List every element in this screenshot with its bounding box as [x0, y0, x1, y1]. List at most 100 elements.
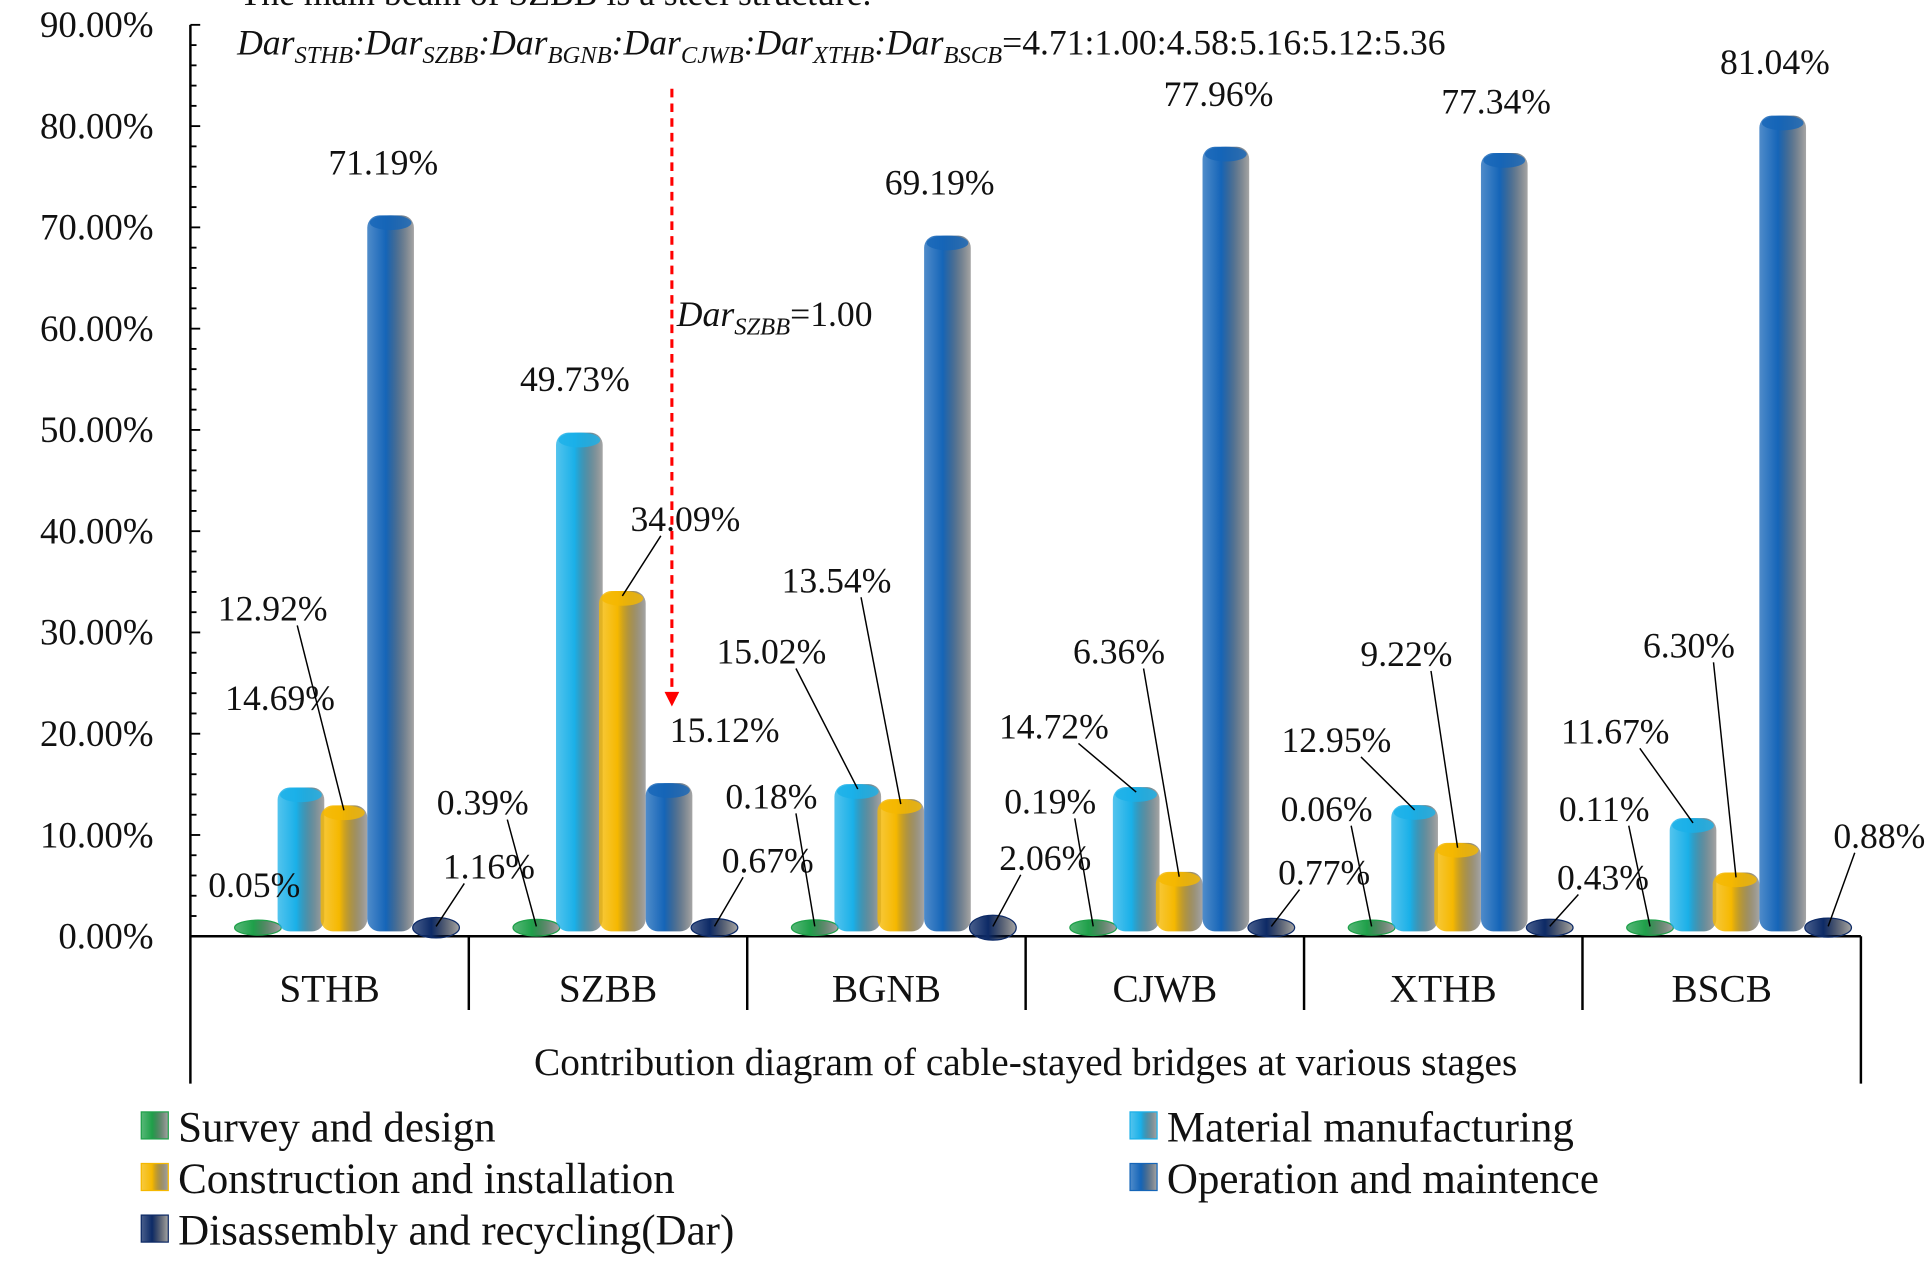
bar-cap: [1158, 871, 1201, 887]
bar-SZBB-2: [599, 591, 646, 932]
ratio-part: Dar: [236, 22, 295, 62]
leader-line: [621, 535, 662, 597]
legend-label: Material manufacturing: [1167, 1104, 1574, 1151]
data-label: 0.43%: [1557, 858, 1649, 898]
ratio-value: =4.71:1.00:4.58:5.16:5.12:5.36: [1002, 22, 1445, 62]
flat-bar: [1247, 917, 1296, 938]
bar: [320, 805, 368, 932]
ratio-part: BSCB: [943, 42, 1002, 69]
data-label: 77.96%: [1164, 74, 1274, 114]
ratio-part: :Dar: [353, 22, 422, 62]
legend: Survey and design Material manufacturing C…: [140, 1104, 1599, 1255]
chart-top-note: The main beam of SZBB is a steel structu…: [240, 0, 872, 13]
bar: [367, 215, 414, 932]
data-label: 14.69%: [225, 678, 335, 718]
ratio-part: SZBB: [422, 42, 478, 69]
bar-BSCB-0: [1626, 919, 1674, 936]
bar-STHB-4: [412, 916, 461, 939]
bar-BGNB-2: [877, 799, 925, 932]
bar-SZBB-1: [556, 432, 603, 932]
bar-cap: [601, 591, 644, 606]
x-tick-label: BGNB: [832, 966, 941, 1010]
data-label: 11.67%: [1561, 711, 1669, 751]
ratio-part: :Dar: [612, 22, 681, 62]
leader-line: [1074, 818, 1094, 927]
data-labels: 0.05% 14.69% 12.92% 71.19% 1.16% 0.39% 49.73% 3…: [208, 42, 1925, 927]
bar-cap: [1204, 146, 1247, 162]
legend-swatch: [1129, 1111, 1158, 1140]
legend-swatch: [140, 1162, 169, 1192]
bar-cap: [879, 799, 922, 814]
bar-BGNB-3: [924, 235, 971, 932]
data-label: 14.72%: [999, 706, 1109, 746]
bars: [233, 115, 1853, 941]
x-tick-label: SZBB: [559, 966, 657, 1010]
y-tick-label: 70.00%: [40, 207, 154, 248]
leader-line: [795, 813, 816, 927]
bar-cap: [1761, 115, 1804, 131]
bar-BSCB-2: [1712, 872, 1760, 932]
bar-cap: [926, 235, 969, 251]
data-label: 6.36%: [1073, 632, 1165, 672]
leader-line: [1639, 747, 1694, 824]
bar-cap: [1483, 153, 1526, 168]
flat-bar: [1626, 919, 1674, 936]
y-tick-label: 10.00%: [40, 814, 154, 855]
y-tick-label: 80.00%: [40, 105, 154, 146]
bar-XTHB-2: [1434, 842, 1481, 932]
data-label: 0.18%: [725, 777, 817, 817]
leader-line: [1549, 893, 1579, 927]
bar: [924, 235, 971, 932]
leader-line: [1712, 662, 1737, 878]
flat-bar: [1804, 917, 1853, 938]
bar: [556, 432, 603, 932]
ratio-part: STHB: [294, 42, 353, 69]
bar-SZBB-0: [512, 918, 561, 937]
bar-BGNB-1: [834, 784, 882, 932]
data-label: 71.19%: [328, 143, 438, 183]
x-tick-label: XTHB: [1390, 966, 1497, 1010]
y-tick-label: 30.00%: [40, 612, 154, 653]
bar-STHB-0: [233, 919, 282, 936]
flat-bar: [968, 914, 1017, 941]
bar: [1669, 818, 1717, 932]
leader-line: [713, 876, 744, 927]
leader-line: [1350, 825, 1373, 927]
dar-ratio-annotation: DarSTHB:DarSZBB:DarBGNB:DarCJWB:DarXTHB:…: [236, 22, 1446, 69]
bar-SZBB-4: [690, 918, 739, 938]
leader-line: [1827, 852, 1856, 927]
bar-CJWB-2: [1155, 871, 1203, 932]
bar-cap: [323, 805, 365, 821]
legend-label: Construction and installation: [178, 1156, 675, 1203]
bar: [1391, 805, 1438, 932]
data-label: 6.30%: [1643, 625, 1735, 665]
bar: [877, 799, 925, 932]
bar: [1112, 787, 1160, 932]
bar: [1202, 146, 1250, 932]
data-label: 0.06%: [1281, 789, 1373, 829]
bar-cap: [280, 787, 322, 803]
x-axis-title: Contribution diagram of cable-stayed bri…: [534, 1040, 1517, 1084]
x-tick-label: BSCB: [1671, 966, 1772, 1010]
data-label: 12.95%: [1282, 720, 1392, 760]
data-label: 34.09%: [631, 499, 741, 539]
data-label: 0.05%: [208, 865, 300, 905]
legend-swatch: [140, 1111, 169, 1140]
bar-CJWB-4: [1247, 917, 1296, 938]
y-tick-label: 0.00%: [58, 916, 153, 957]
bar-STHB-2: [320, 805, 368, 932]
bar-STHB-1: [277, 787, 325, 932]
bar: [1759, 115, 1807, 932]
bar-CJWB-3: [1202, 146, 1250, 932]
bar-cap: [558, 432, 601, 448]
leader-line: [860, 597, 902, 805]
ratio-part: :Dar: [478, 22, 547, 62]
legend-item: Survey and design: [140, 1104, 496, 1151]
leader-line: [1077, 742, 1137, 793]
y-tick-label: 50.00%: [40, 409, 154, 450]
data-label: 0.11%: [1559, 789, 1650, 829]
y-tick-label: 60.00%: [40, 308, 154, 349]
bar: [599, 591, 646, 932]
flat-bar: [1525, 918, 1574, 937]
